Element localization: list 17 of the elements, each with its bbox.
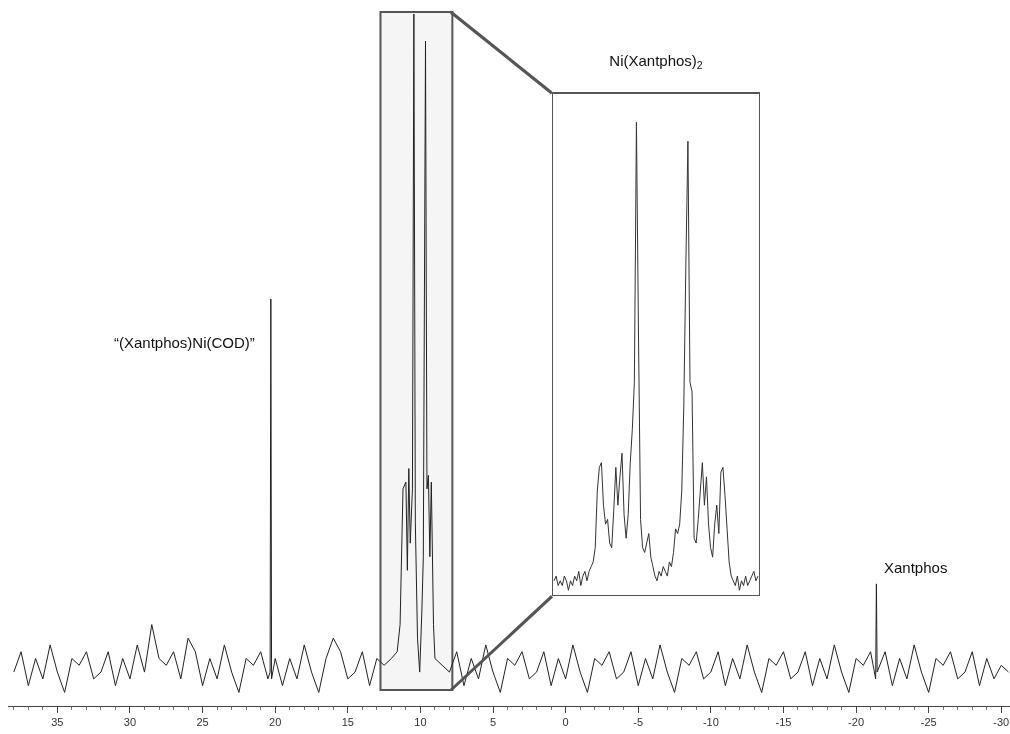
x-tick-label: 25 bbox=[196, 716, 209, 729]
annotation: “(Xantphos)Ni(COD)” bbox=[114, 334, 255, 351]
x-tick-label: -30 bbox=[993, 716, 1010, 729]
x-tick-label: 10 bbox=[414, 716, 427, 729]
x-tick-label: -10 bbox=[702, 716, 719, 729]
x-tick-label: -25 bbox=[920, 716, 937, 729]
x-tick-label: 15 bbox=[341, 716, 354, 729]
chart-title: Ni(Xantphos)$_{2}$ bbox=[609, 51, 703, 72]
x-tick-label: -15 bbox=[775, 716, 792, 729]
x-tick-label: 30 bbox=[123, 716, 137, 729]
x-tick-label: -20 bbox=[848, 716, 865, 729]
x-tick-label: 5 bbox=[489, 716, 497, 729]
x-tick-label: 35 bbox=[51, 716, 64, 729]
annotation: Xantphos bbox=[884, 559, 948, 576]
x-tick-label: -5 bbox=[633, 716, 644, 729]
x-tick-label: 20 bbox=[269, 716, 282, 729]
x-tick-label: 0 bbox=[562, 716, 569, 729]
